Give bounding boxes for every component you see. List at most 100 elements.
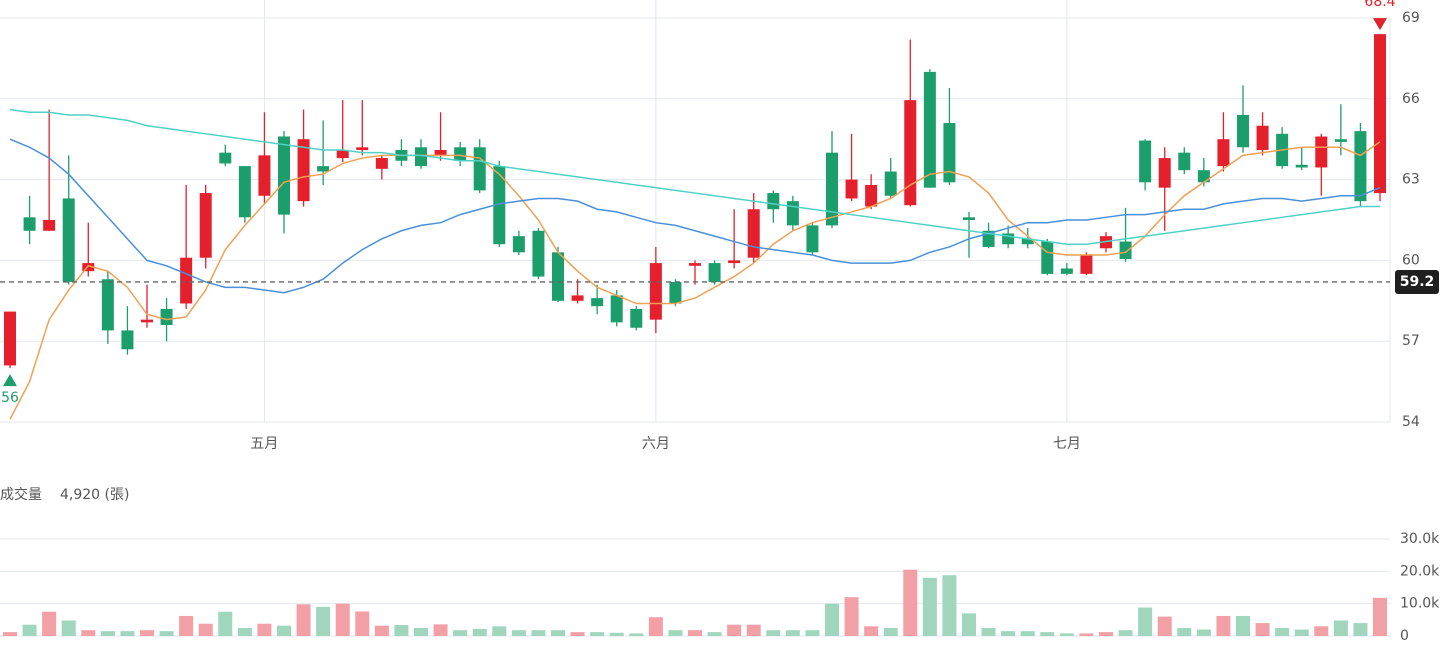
volume-bar	[590, 632, 605, 636]
volume-bar	[492, 626, 507, 636]
candle-body	[571, 295, 584, 301]
y-tick-label: 63	[1402, 172, 1420, 188]
candle-body	[689, 263, 701, 266]
candle-body	[786, 201, 799, 226]
volume-bar	[1118, 630, 1133, 636]
volume-bar	[1216, 615, 1231, 636]
volume-bar	[1373, 597, 1387, 636]
candle-body	[317, 166, 330, 172]
candle-body	[1178, 152, 1191, 171]
candle-body	[238, 166, 251, 218]
volume-bar	[1001, 631, 1016, 636]
volume-bar	[237, 627, 252, 636]
max-marker	[1373, 18, 1387, 31]
max-marker-label: 68.4	[1364, 0, 1395, 10]
volume-bar	[159, 631, 174, 636]
candle-body	[806, 225, 819, 253]
candle-body	[1237, 114, 1249, 148]
candle-body	[1334, 139, 1347, 142]
candle-body	[1354, 131, 1367, 202]
candle-body	[1002, 233, 1015, 245]
volume-bar	[42, 611, 57, 636]
volume-bar	[179, 615, 194, 636]
moving-average-line	[9, 108, 1380, 245]
volume-bar	[316, 606, 331, 636]
volume-bar	[1177, 627, 1192, 636]
volume-bar	[1040, 632, 1055, 636]
x-tick-label: 七月	[1053, 436, 1081, 452]
candle-body	[180, 257, 193, 304]
candle-body	[160, 308, 173, 326]
volume-bar	[1157, 616, 1172, 636]
volume-bar	[825, 603, 839, 636]
volume-bar	[805, 630, 820, 636]
candle-body	[1080, 255, 1093, 274]
volume-bar	[140, 630, 154, 636]
volume-bar	[1236, 615, 1250, 636]
price-tag	[1395, 269, 1439, 294]
candle-body	[101, 279, 114, 331]
volume-bar	[1079, 633, 1094, 636]
candle-body	[258, 155, 271, 196]
candle-body	[649, 263, 662, 320]
candle-body	[728, 260, 741, 264]
candle-body	[1060, 268, 1073, 274]
candle-body	[415, 147, 427, 167]
candle-body	[1041, 241, 1054, 274]
volume-bar	[277, 625, 291, 636]
y-tick-label: 54	[1402, 414, 1420, 430]
candle-body	[121, 330, 134, 350]
volume-bar	[472, 628, 487, 636]
volume-bar	[374, 625, 389, 636]
volume-bar	[570, 632, 585, 636]
volume-bar	[335, 603, 350, 636]
moving-average-line	[9, 138, 1381, 294]
volume-bar	[394, 625, 409, 636]
price-tag-label: 59.2	[1400, 274, 1435, 290]
volume-bar	[962, 613, 976, 636]
x-tick-label: 六月	[642, 436, 670, 452]
y-tick-label: 60	[1402, 252, 1420, 268]
volume-bar	[120, 631, 135, 636]
candle-body	[610, 295, 623, 323]
volume-bar	[629, 633, 644, 636]
candle-body	[845, 179, 858, 199]
candle-body	[923, 71, 936, 188]
candle-body	[591, 298, 604, 307]
y-tick-label: 57	[1402, 333, 1420, 349]
volume-bar	[766, 630, 781, 636]
volume-bar	[198, 623, 213, 636]
candle-body	[493, 166, 506, 245]
candle-body	[708, 263, 721, 282]
candle-body	[375, 158, 388, 169]
candle-body	[82, 263, 95, 272]
volume-bar	[355, 611, 370, 636]
volume-bar	[1020, 631, 1035, 636]
candle-body	[278, 136, 290, 215]
volume-bar	[1138, 607, 1153, 636]
candle-body	[630, 308, 643, 328]
volume-bar	[1314, 626, 1329, 636]
volume-bar	[1059, 633, 1074, 636]
volume-bar	[218, 611, 233, 636]
volume-bar	[1353, 623, 1368, 636]
volume-bar	[1255, 623, 1270, 636]
candle-body	[1119, 241, 1132, 260]
volume-bar	[100, 631, 115, 636]
volume-bar	[844, 597, 859, 636]
candle-body	[1315, 136, 1328, 168]
candle-body	[552, 252, 564, 301]
volume-bar	[883, 627, 898, 636]
volume-bar	[3, 632, 17, 636]
volume-bar	[981, 627, 996, 636]
candle-body	[963, 217, 975, 220]
y-tick-label: 0	[1400, 628, 1409, 644]
candle-body	[199, 193, 212, 258]
candle-body	[1158, 158, 1171, 188]
candle-body	[356, 147, 369, 150]
candle-body	[454, 147, 467, 161]
volume-subtitle: 4,920 (張)	[60, 487, 129, 503]
volume-bar	[1196, 629, 1211, 636]
candle-body	[767, 193, 780, 210]
